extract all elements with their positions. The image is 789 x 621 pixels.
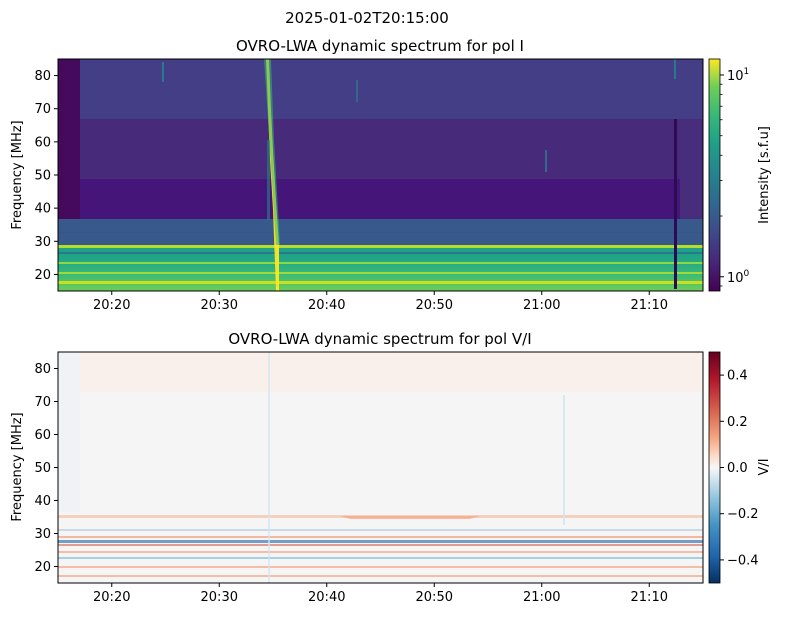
top-burst-tail bbox=[267, 140, 270, 220]
top-speck-1 bbox=[162, 62, 164, 82]
top-speck-3 bbox=[545, 150, 547, 172]
bottom-colorbar-label: V/I bbox=[757, 458, 772, 475]
y-tick-label: 60 bbox=[34, 428, 51, 443]
top-colorbar bbox=[708, 58, 721, 292]
top-low-freq-band bbox=[58, 245, 703, 291]
bottom-band-4 bbox=[58, 540, 703, 543]
colorbar-tick-label: 0.0 bbox=[727, 461, 748, 476]
y-tick-label: 30 bbox=[34, 235, 51, 250]
bottom-band-5 bbox=[58, 544, 703, 546]
bottom-ylabel: Frequency [MHz] bbox=[10, 412, 25, 521]
x-tick-label: 20:20 bbox=[93, 298, 130, 313]
bottom-line-2 bbox=[563, 395, 565, 525]
colorbar-tick-label: 0.4 bbox=[727, 369, 748, 384]
bottom-upper-tint bbox=[80, 352, 703, 392]
x-tick-label: 21:10 bbox=[631, 590, 668, 605]
top-panel: OVRO-LWA dynamic spectrum for pol I bbox=[10, 37, 772, 313]
bottom-burst-line bbox=[268, 352, 270, 583]
colorbar-tick-label: −0.2 bbox=[727, 507, 759, 522]
bottom-band-3 bbox=[58, 536, 703, 538]
y-tick-label: 60 bbox=[34, 135, 51, 150]
top-heatmap bbox=[58, 59, 703, 291]
x-tick-label: 20:30 bbox=[201, 590, 238, 605]
y-tick-label: 70 bbox=[34, 395, 51, 410]
y-tick-label: 30 bbox=[34, 527, 51, 542]
top-line-3 bbox=[58, 262, 703, 264]
top-line-6 bbox=[58, 232, 703, 233]
top-bright-line bbox=[58, 245, 703, 248]
top-title: OVRO-LWA dynamic spectrum for pol I bbox=[236, 37, 524, 55]
top-colorbar-ticks: 100 101 bbox=[720, 67, 750, 287]
colorbar-tick-label: −0.4 bbox=[727, 553, 759, 568]
top-ylabel: Frequency [MHz] bbox=[10, 120, 25, 229]
top-burst-glow bbox=[264, 59, 280, 245]
top-dark-band bbox=[80, 179, 680, 221]
x-tick-label: 20:50 bbox=[416, 298, 453, 313]
y-tick-label: 20 bbox=[34, 560, 51, 575]
y-tick-label: 40 bbox=[34, 202, 51, 217]
bottom-colorbar bbox=[708, 351, 721, 584]
y-tick-label: 50 bbox=[34, 461, 51, 476]
y-tick-label: 70 bbox=[34, 102, 51, 117]
y-tick-label: 20 bbox=[34, 268, 51, 283]
top-upper-band bbox=[80, 59, 703, 119]
x-tick-label: 21:10 bbox=[631, 298, 668, 313]
x-tick-label: 20:30 bbox=[201, 298, 238, 313]
top-speck-4 bbox=[674, 59, 676, 79]
bottom-band-2 bbox=[58, 529, 703, 531]
colorbar-tick-label: 101 bbox=[727, 67, 749, 84]
top-mid-band bbox=[80, 119, 680, 179]
x-tick-label: 20:40 bbox=[308, 590, 345, 605]
bottom-streak bbox=[340, 516, 480, 519]
top-left-dark-strip bbox=[58, 59, 80, 219]
x-tick-label: 21:00 bbox=[523, 298, 560, 313]
bottom-title: OVRO-LWA dynamic spectrum for pol V/I bbox=[228, 330, 531, 348]
x-tick-label: 20:50 bbox=[416, 590, 453, 605]
colorbar-tick-label: 0.2 bbox=[727, 415, 748, 430]
bottom-left-strip bbox=[58, 352, 80, 512]
bottom-band-6 bbox=[58, 551, 703, 553]
y-tick-label: 80 bbox=[34, 69, 51, 84]
figure-suptitle: 2025-01-02T20:15:00 bbox=[285, 9, 449, 27]
bottom-axes: 20:20 20:30 20:40 20:50 21:00 21:10 20 30 40 50 60… bbox=[34, 362, 668, 605]
bottom-band-7 bbox=[58, 557, 703, 559]
bottom-panel: OVRO-LWA dynamic spectrum for pol V/I bbox=[10, 330, 772, 605]
top-right-dark-line bbox=[674, 119, 677, 289]
x-tick-label: 20:20 bbox=[93, 590, 130, 605]
bottom-heatmap bbox=[58, 352, 703, 583]
x-tick-label: 20:40 bbox=[308, 298, 345, 313]
top-axes: 20:20 20:30 20:40 20:50 21:00 21:10 20 30 40 50 60… bbox=[34, 69, 668, 313]
top-line-5 bbox=[58, 281, 703, 284]
y-tick-label: 80 bbox=[34, 362, 51, 377]
top-colorbar-label: Intensity [s.f.u] bbox=[757, 126, 772, 224]
colorbar-tick-label: 100 bbox=[727, 269, 750, 286]
y-tick-label: 50 bbox=[34, 169, 51, 184]
bottom-band-8 bbox=[58, 566, 703, 568]
x-tick-label: 21:00 bbox=[523, 590, 560, 605]
bottom-colorbar-ticks: −0.4 −0.2 0.0 0.2 0.4 bbox=[720, 369, 759, 568]
top-speck-2 bbox=[356, 80, 358, 102]
bottom-band-9 bbox=[58, 575, 703, 577]
top-line-2 bbox=[58, 252, 703, 254]
y-tick-label: 40 bbox=[34, 494, 51, 509]
top-line-4 bbox=[58, 272, 703, 274]
